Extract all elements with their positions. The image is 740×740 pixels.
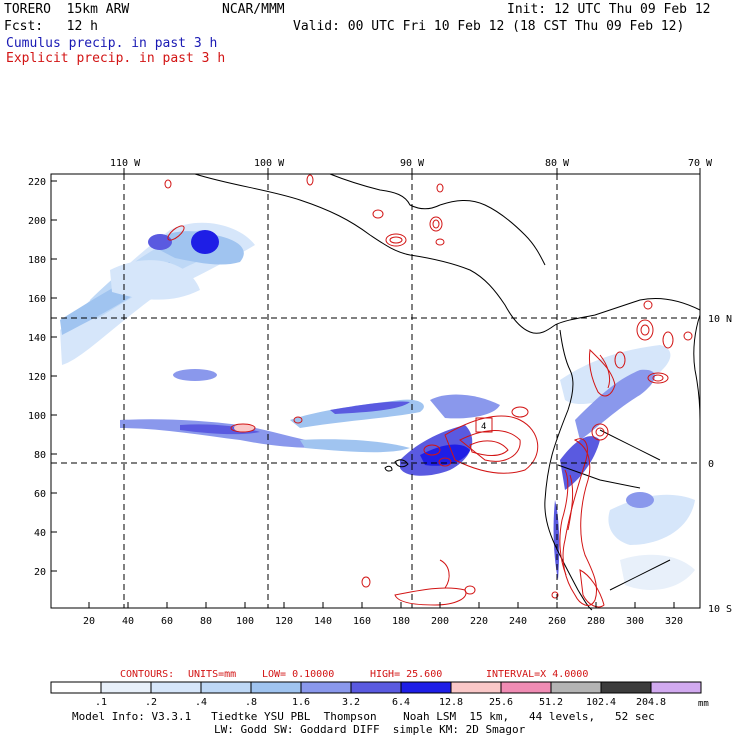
y-tick: 60 [34,489,46,500]
colorbar-swatch [100,681,152,694]
x-tick-labels: 20 40 60 80 100 120 140 160 180 200 220 … [83,616,683,627]
x-tick: 240 [509,616,527,627]
org-name: NCAR/MMM [222,2,285,17]
colorbar-swatch [550,681,602,694]
x-tick: 20 [83,616,95,627]
x-tick: 120 [275,616,293,627]
colorbar-swatch [650,681,702,694]
lon-label: 80 W [545,158,570,169]
colorbar-label: 25.6 [489,697,513,708]
x-tick: 320 [665,616,683,627]
colorbar-swatch [400,681,452,694]
x-tick: 180 [392,616,410,627]
contour-interval: INTERVAL=X 4.0000 [486,669,588,680]
axis-ticks [51,168,701,608]
lon-label: 70 W [688,158,713,169]
model-name: TORERO 15km ARW [4,2,130,17]
x-tick: 100 [236,616,254,627]
lon-label: 110 W [110,158,141,169]
y-tick: 100 [28,411,46,422]
colorbar-swatch [600,681,652,694]
legend-cumulus: Cumulus precip. in past 3 h [6,36,218,51]
x-tick: 260 [548,616,566,627]
x-tick: 40 [122,616,134,627]
latlon-grid [51,174,700,608]
colorbar-swatch [250,681,302,694]
y-tick: 20 [34,567,46,578]
colorbar-swatch [450,681,502,694]
colorbar-label: .8 [245,697,257,708]
colorbar-label: 6.4 [392,697,410,708]
y-tick: 140 [28,333,46,344]
lat-label: 0 [708,459,714,470]
y-tick: 200 [28,216,46,227]
lat-labels: 10 N 0 10 S [708,314,732,615]
init-time: Init: 12 UTC Thu 09 Feb 12 [507,2,711,17]
contour-info: CONTOURS: UNITS=mm LOW= 0.10000 HIGH= 25… [120,669,588,680]
colorbar-label: 3.2 [342,697,360,708]
colorbar-swatch [300,681,352,694]
lat-label: 10 N [708,314,732,325]
x-tick: 300 [626,616,644,627]
y-tick: 220 [28,177,46,188]
x-tick: 200 [431,616,449,627]
y-tick: 80 [34,450,46,461]
colorbar-label: 12.8 [439,697,463,708]
colorbar: .1 .2 .4 .8 1.6 3.2 6.4 12.8 25.6 51.2 102.4 204.8 [50,681,702,708]
contour-units: UNITS=mm [188,669,236,680]
contour-label: CONTOURS: [120,669,174,680]
explicit-precip-contours [164,174,693,608]
colorbar-label: 1.6 [292,697,310,708]
colorbar-label: .4 [195,697,207,708]
y-tick: 160 [28,294,46,305]
colorbar-swatch [500,681,552,694]
colorbar-label: .2 [145,697,157,708]
colorbar-label: .1 [95,697,107,708]
lon-label: 90 W [400,158,425,169]
coastlines [194,173,701,611]
cumulus-precip-areas [60,222,695,590]
lon-labels: 110 W 100 W 90 W 80 W 70 W [110,158,713,169]
colorbar-label: 102.4 [586,697,616,708]
colorbar-unit: mm [698,699,709,709]
x-tick: 80 [200,616,212,627]
x-tick: 280 [587,616,605,627]
x-tick: 220 [470,616,488,627]
forecast-hour: Fcst: 12 h [4,19,98,34]
colorbar-swatch [150,681,202,694]
x-tick: 160 [353,616,371,627]
lat-label: 10 S [708,604,732,615]
colorbar-swatch [350,681,402,694]
x-tick: 60 [161,616,173,627]
colorbar-label: 204.8 [636,697,666,708]
colorbar-swatch [50,681,102,694]
y-tick-labels: 220 200 180 160 140 120 100 80 60 40 20 [28,177,46,578]
map-frame [50,173,701,609]
valid-time: Valid: 00 UTC Fri 10 Feb 12 (18 CST Thu … [293,19,685,34]
y-tick: 180 [28,255,46,266]
model-info-line1: Model Info: V3.3.1 Tiedtke YSU PBL Thomp… [72,710,655,723]
colorbar-label: 51.2 [539,697,563,708]
x-tick: 140 [314,616,332,627]
lon-label: 100 W [254,158,285,169]
y-tick: 40 [34,528,46,539]
y-tick: 120 [28,372,46,383]
model-info-line2: LW: Godd SW: Goddard DIFF simple KM: 2D … [214,723,526,736]
colorbar-swatch [200,681,252,694]
contour-annotation: 4 [481,422,486,432]
contour-low: LOW= 0.10000 [262,669,334,680]
legend-explicit: Explicit precip. in past 3 h [6,51,226,66]
contour-high: HIGH= 25.600 [370,669,442,680]
